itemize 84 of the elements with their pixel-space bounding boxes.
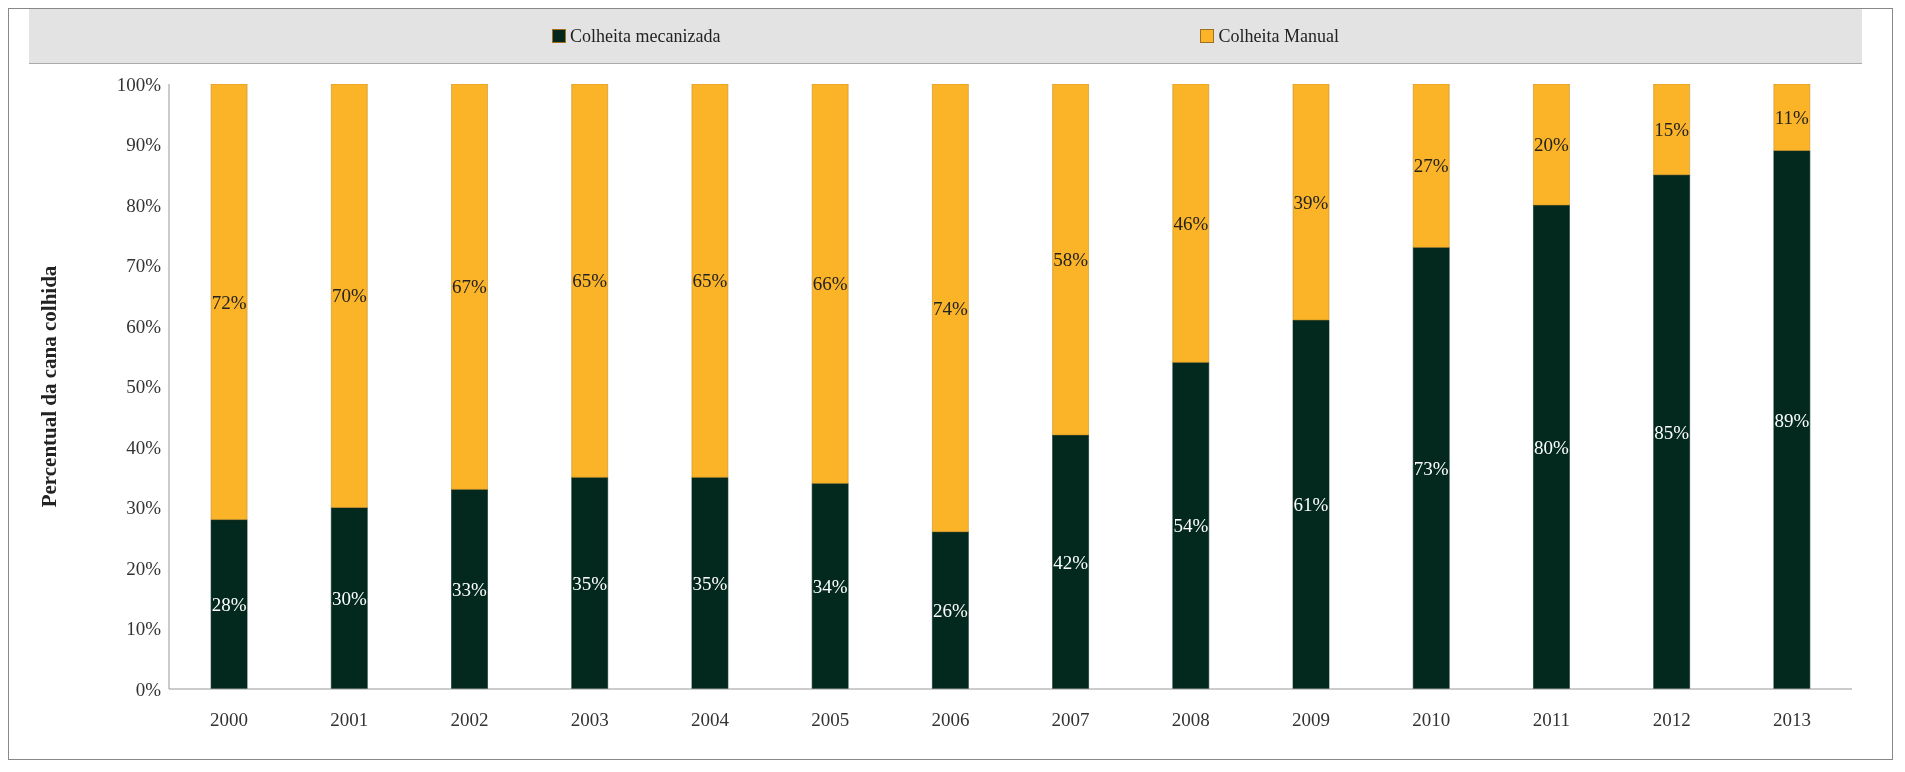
y-tick-label: 20% xyxy=(126,557,162,579)
bar xyxy=(1412,247,1450,689)
bar xyxy=(451,84,488,490)
bar xyxy=(811,483,849,689)
y-tick-label: 60% xyxy=(126,315,162,337)
x-tick-label: 2009 xyxy=(1292,709,1331,731)
bar xyxy=(1653,84,1690,176)
data-label: 65% xyxy=(692,270,728,292)
bar xyxy=(1653,174,1690,689)
data-label: 74% xyxy=(932,297,968,319)
data-label: 11% xyxy=(1774,107,1810,129)
y-tick-label: 10% xyxy=(126,618,162,640)
x-tick-label: 2000 xyxy=(210,709,249,731)
data-label: 35% xyxy=(692,572,728,594)
data-label: 35% xyxy=(572,572,608,594)
bar xyxy=(210,519,248,689)
bar xyxy=(1052,434,1089,689)
data-label: 70% xyxy=(331,285,367,307)
y-tick-label: 90% xyxy=(126,134,162,156)
bar xyxy=(1052,84,1089,436)
bar xyxy=(1533,84,1570,206)
x-tick-label: 2003 xyxy=(570,709,609,731)
data-label: 89% xyxy=(1774,409,1810,431)
x-tick-label: 2001 xyxy=(330,709,369,731)
x-tick-label: 2007 xyxy=(1051,709,1090,731)
bar xyxy=(571,84,609,478)
x-tick-label: 2012 xyxy=(1652,709,1691,731)
x-tick-label: 2006 xyxy=(931,709,970,731)
bar xyxy=(811,84,849,484)
data-label: 34% xyxy=(812,575,848,597)
bar xyxy=(330,84,368,508)
bar xyxy=(1292,84,1330,321)
data-label: 26% xyxy=(932,600,968,622)
data-label: 80% xyxy=(1534,436,1570,458)
legend-label: Colheita Manual xyxy=(1217,25,1339,47)
x-tick-label: 2008 xyxy=(1171,709,1210,731)
bar xyxy=(1292,319,1330,689)
data-label: 73% xyxy=(1413,457,1449,479)
data-label: 72% xyxy=(211,291,247,313)
y-tick-label: 70% xyxy=(126,255,162,277)
bar xyxy=(1533,204,1570,689)
y-tick-label: 50% xyxy=(126,376,162,398)
bar xyxy=(210,84,248,520)
x-tick-label: 2004 xyxy=(690,709,730,731)
bar xyxy=(1412,84,1450,248)
data-label: 65% xyxy=(572,270,608,292)
data-label: 39% xyxy=(1293,191,1329,213)
bar xyxy=(932,84,969,532)
y-tick-label: 100% xyxy=(116,73,162,95)
bar xyxy=(330,507,368,689)
data-label: 15% xyxy=(1654,119,1690,141)
data-label: 61% xyxy=(1293,494,1329,516)
data-label: 54% xyxy=(1173,515,1209,537)
data-label: 30% xyxy=(331,587,367,609)
x-tick-label: 2010 xyxy=(1412,709,1451,731)
y-tick-label: 40% xyxy=(126,436,162,458)
x-tick-label: 2011 xyxy=(1532,709,1571,731)
bar xyxy=(571,476,609,689)
data-label: 42% xyxy=(1053,551,1089,573)
y-axis-title: Percentual da cana colhida xyxy=(37,265,62,508)
bar xyxy=(1773,150,1811,689)
data-label: 33% xyxy=(452,578,488,600)
data-label: 46% xyxy=(1173,212,1209,234)
data-label: 27% xyxy=(1413,155,1449,177)
bar xyxy=(1773,84,1811,151)
data-label: 66% xyxy=(812,273,848,295)
bar xyxy=(932,531,969,689)
x-tick-label: 2005 xyxy=(811,709,850,731)
data-label: 20% xyxy=(1534,134,1570,156)
x-tick-label: 2013 xyxy=(1772,709,1811,731)
bar xyxy=(1172,362,1210,689)
bar xyxy=(691,84,729,478)
bar xyxy=(1172,84,1210,363)
data-label: 58% xyxy=(1053,249,1089,271)
data-label: 85% xyxy=(1654,421,1690,443)
bar xyxy=(691,476,729,689)
x-tick-label: 2002 xyxy=(450,709,489,731)
legend-label: Colheita mecanizada xyxy=(569,25,721,47)
y-tick-label: 30% xyxy=(126,497,162,519)
bar xyxy=(451,489,488,689)
data-label: 67% xyxy=(452,276,488,298)
y-tick-label: 80% xyxy=(126,194,162,216)
y-tick-label: 0% xyxy=(135,678,162,700)
data-label: 28% xyxy=(211,594,247,616)
